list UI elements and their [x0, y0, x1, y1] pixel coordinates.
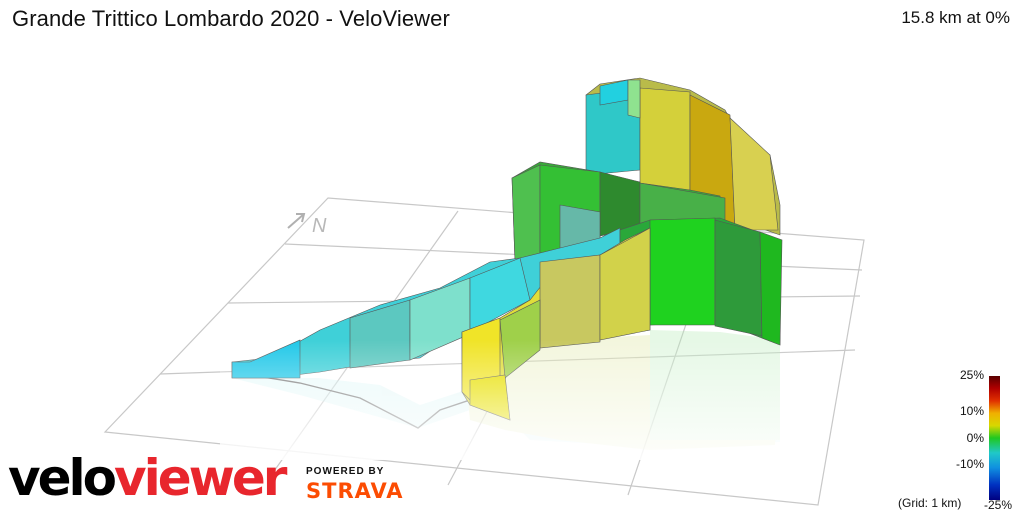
north-arrow-icon: [287, 213, 306, 229]
scale-label-0: 0%: [966, 431, 984, 445]
north-label: N: [312, 215, 327, 237]
logo-velo: velo: [8, 449, 117, 507]
scale-label-25: 25%: [959, 368, 984, 382]
powered-by-label: POWERED BY: [306, 466, 385, 477]
reflection-fade: [220, 340, 800, 460]
gradient-color-bar: [989, 376, 1000, 500]
scale-label-minus-25: -25%: [983, 498, 1012, 512]
scale-label-10: 10%: [959, 404, 984, 418]
strava-logo: STRAVA: [306, 479, 404, 503]
veloviewer-logo[interactable]: veloviewer: [8, 448, 287, 508]
page-title: Grande Trittico Lombardo 2020 - VeloView…: [12, 6, 450, 31]
scale-label-minus-10: -10%: [955, 457, 984, 471]
grid-note: (Grid: 1 km): [898, 496, 961, 510]
gradient-scale: 25% 10% 0% -10% -25%: [892, 368, 1012, 512]
logo-viewer: viewer: [114, 449, 287, 507]
strava-attribution[interactable]: POWERED BY STRAVA: [306, 466, 404, 503]
distance-readout: 15.8 km at 0%: [901, 8, 1010, 27]
